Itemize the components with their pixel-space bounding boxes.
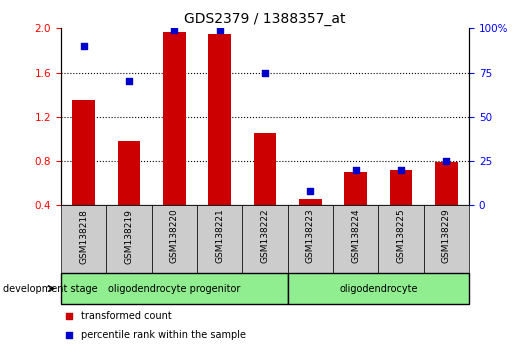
Text: GSM138219: GSM138219 — [125, 209, 134, 264]
Point — [442, 158, 450, 164]
Bar — [333, 205, 378, 273]
Bar — [197, 205, 242, 273]
Bar — [163, 32, 186, 205]
Text: GSM138220: GSM138220 — [170, 209, 179, 263]
Point — [261, 70, 269, 75]
Bar — [61, 273, 288, 304]
Bar — [242, 205, 288, 273]
Title: GDS2379 / 1388357_at: GDS2379 / 1388357_at — [184, 12, 346, 26]
Bar — [288, 205, 333, 273]
Bar — [152, 205, 197, 273]
Text: oligodendrocyte: oligodendrocyte — [339, 284, 418, 293]
Bar — [254, 133, 276, 205]
Point — [215, 27, 224, 33]
Text: GSM138218: GSM138218 — [79, 209, 88, 264]
Bar — [344, 172, 367, 205]
Point — [397, 167, 405, 173]
Text: percentile rank within the sample: percentile rank within the sample — [82, 330, 246, 340]
Bar — [299, 199, 322, 205]
Text: oligodendrocyte progenitor: oligodendrocyte progenitor — [108, 284, 241, 293]
Bar — [423, 205, 469, 273]
Bar — [390, 170, 412, 205]
Text: GSM138223: GSM138223 — [306, 209, 315, 263]
Point — [351, 167, 360, 173]
Text: GSM138222: GSM138222 — [261, 209, 269, 263]
Bar — [61, 205, 107, 273]
Point — [306, 188, 315, 194]
Bar — [288, 273, 469, 304]
Point — [65, 314, 73, 319]
Text: GSM138225: GSM138225 — [396, 209, 405, 263]
Bar — [208, 34, 231, 205]
Text: GSM138224: GSM138224 — [351, 209, 360, 263]
Point — [80, 43, 88, 49]
Text: GSM138229: GSM138229 — [442, 209, 451, 263]
Point — [170, 27, 179, 33]
Bar — [72, 100, 95, 205]
Text: transformed count: transformed count — [82, 311, 172, 321]
Bar — [378, 205, 423, 273]
Point — [125, 79, 133, 84]
Bar — [435, 162, 458, 205]
Bar — [118, 141, 140, 205]
Text: GSM138221: GSM138221 — [215, 209, 224, 263]
Point — [65, 332, 73, 338]
Bar — [107, 205, 152, 273]
Text: development stage: development stage — [3, 284, 98, 293]
